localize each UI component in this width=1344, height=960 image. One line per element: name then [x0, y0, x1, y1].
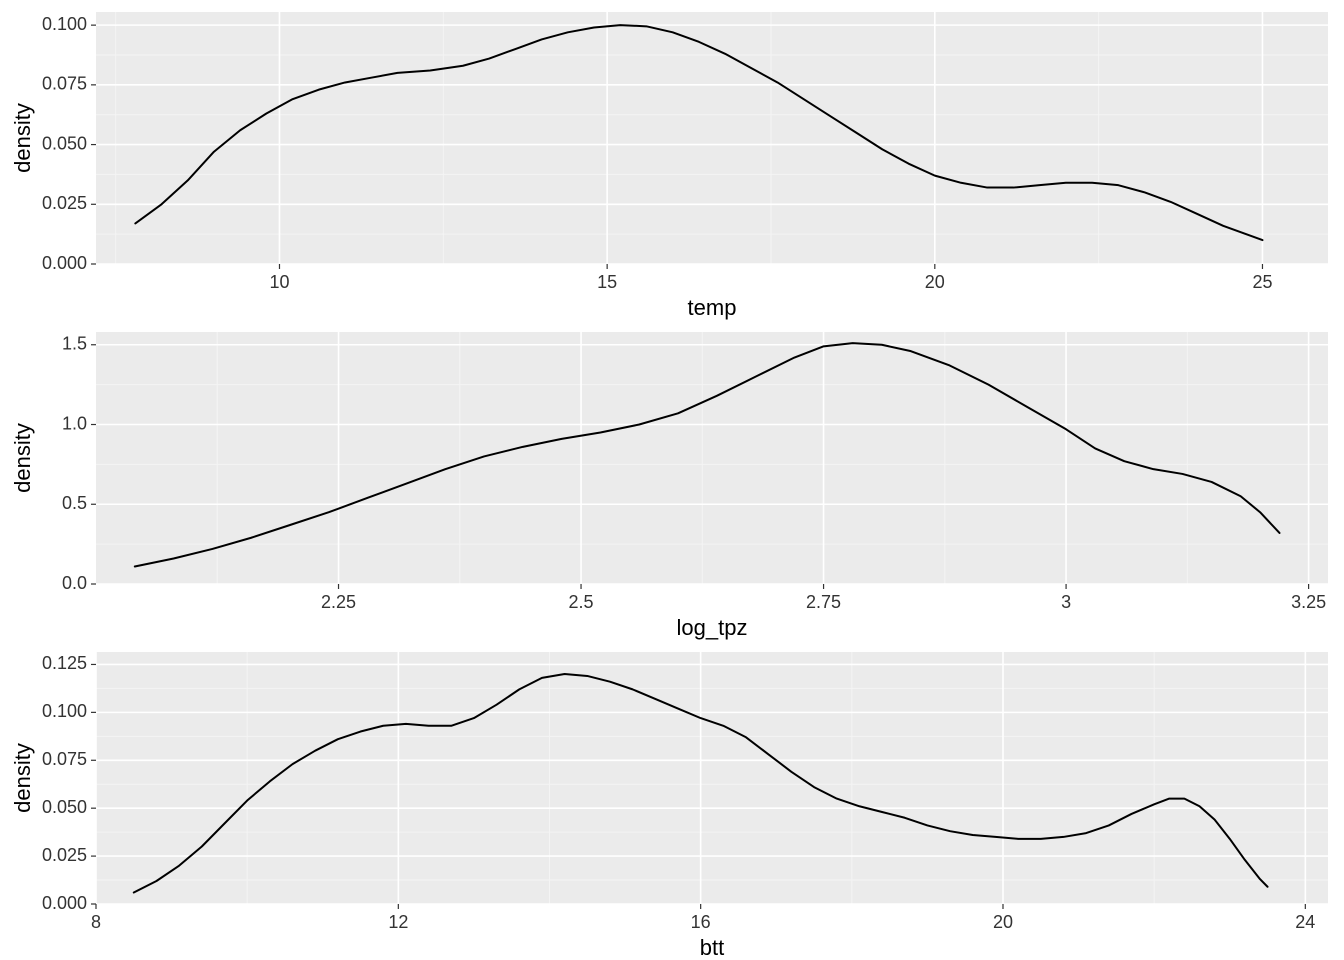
y-tick-label: 1.0	[62, 413, 87, 433]
y-tick-label: 0.075	[42, 74, 87, 94]
x-tick-label: 20	[993, 912, 1013, 932]
density-plot-svg: 0.000 0.025 0.050 0.075 0.100 10 15 20 25 density…	[0, 0, 1344, 320]
x-axis-label: log_tpz	[677, 615, 748, 640]
density-plot-svg: 0.0 0.5 1.0 1.5 2.25 2.5 2.75 3 3.25 density log_t…	[0, 320, 1344, 640]
x-tick-label: 2.75	[806, 592, 841, 612]
y-tick-label: 0.050	[42, 133, 87, 153]
x-tick-label: 3	[1061, 592, 1071, 612]
x-tick-label: 2.25	[321, 592, 356, 612]
y-tick-label: 0.000	[42, 253, 87, 273]
density-plot-svg: 0.000 0.025 0.050 0.075 0.100 0.125 8 12 16 20 24 d…	[0, 640, 1344, 960]
x-tick-label: 25	[1252, 272, 1272, 292]
y-tick-label: 0.025	[42, 193, 87, 213]
x-axis-label: temp	[688, 295, 737, 320]
y-tick-label: 0.125	[42, 653, 87, 673]
y-tick-label: 0.5	[62, 493, 87, 513]
y-tick-label: 0.000	[42, 893, 87, 913]
y-tick-label: 0.0	[62, 573, 87, 593]
x-axis-label: btt	[700, 935, 724, 960]
x-tick-label: 15	[597, 272, 617, 292]
figure-container: 0.000 0.025 0.050 0.075 0.100 10 15 20 25 density…	[0, 0, 1344, 960]
y-tick-label: 0.100	[42, 14, 87, 34]
density-panel-temp: 0.000 0.025 0.050 0.075 0.100 10 15 20 25 density…	[0, 0, 1344, 320]
x-tick-label: 8	[91, 912, 101, 932]
density-panel-log_tpz: 0.0 0.5 1.0 1.5 2.25 2.5 2.75 3 3.25 density log_t…	[0, 320, 1344, 640]
x-tick-label: 20	[925, 272, 945, 292]
y-tick-label: 0.075	[42, 749, 87, 769]
y-tick-label: 0.025	[42, 845, 87, 865]
x-tick-label: 16	[691, 912, 711, 932]
x-tick-label: 24	[1295, 912, 1315, 932]
y-axis-label: density	[10, 743, 35, 813]
y-axis-label: density	[10, 423, 35, 493]
y-tick-label: 0.100	[42, 701, 87, 721]
y-tick-label: 0.050	[42, 797, 87, 817]
y-tick-label: 1.5	[62, 334, 87, 354]
density-panel-btt: 0.000 0.025 0.050 0.075 0.100 0.125 8 12 16 20 24 d…	[0, 640, 1344, 960]
x-tick-label: 3.25	[1291, 592, 1326, 612]
x-tick-label: 2.5	[569, 592, 594, 612]
y-axis-label: density	[10, 103, 35, 173]
x-tick-label: 12	[388, 912, 408, 932]
x-tick-label: 10	[269, 272, 289, 292]
